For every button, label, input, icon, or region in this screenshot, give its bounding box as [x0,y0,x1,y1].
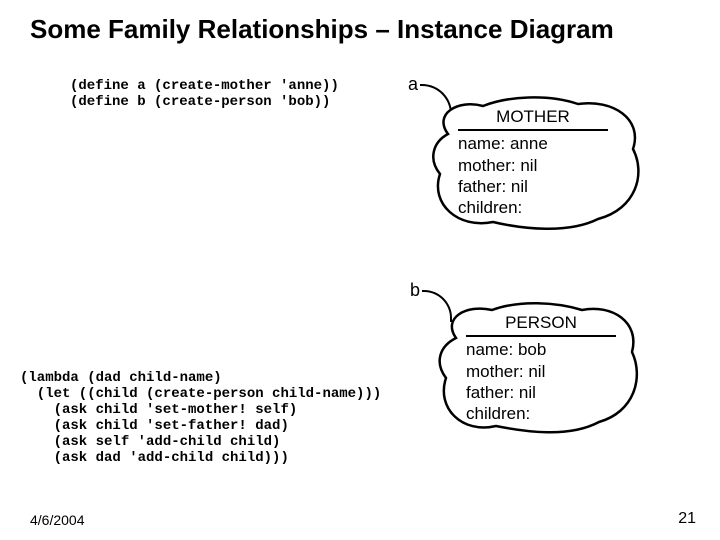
label-b: b [410,280,420,301]
obj-mother-text: MOTHER name: anne mother: nil father: ni… [458,106,608,218]
obj-mother-name: name: anne [458,133,608,154]
obj-mother-father: father: nil [458,176,608,197]
obj-person-mother: mother: nil [466,361,616,382]
obj-person-type: PERSON [466,312,616,337]
obj-mother-mother: mother: nil [458,155,608,176]
obj-mother-children: children: [458,197,608,218]
obj-person-text: PERSON name: bob mother: nil father: nil… [466,312,616,424]
footer-page: 21 [678,510,696,528]
slide-title: Some Family Relationships – Instance Dia… [30,14,690,45]
code-block-2: (lambda (dad child-name) (let ((child (c… [20,370,381,466]
code-block-1: (define a (create-mother 'anne)) (define… [70,78,339,110]
obj-person-father: father: nil [466,382,616,403]
label-a: a [408,74,418,95]
obj-person-name: name: bob [466,339,616,360]
obj-mother-type: MOTHER [458,106,608,131]
slide: Some Family Relationships – Instance Dia… [0,0,720,540]
footer-date: 4/6/2004 [30,512,85,528]
obj-person-children: children: [466,403,616,424]
